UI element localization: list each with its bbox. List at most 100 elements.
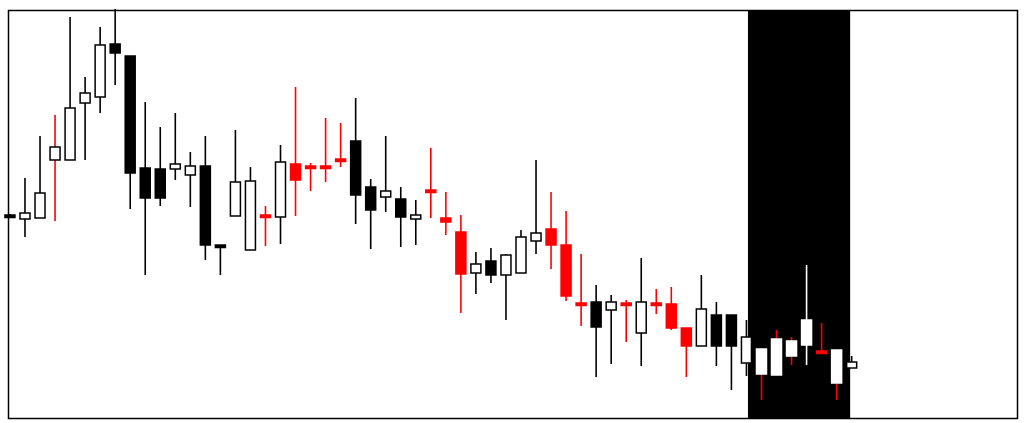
- candle-body: [349, 140, 362, 196]
- candle: [740, 320, 753, 376]
- candle-body: [650, 302, 663, 307]
- candle: [575, 254, 587, 326]
- candle: [379, 136, 392, 212]
- candle: [184, 152, 197, 207]
- candle-body: [785, 340, 798, 357]
- candle-body: [695, 308, 708, 347]
- candle-body: [500, 254, 512, 276]
- candle: [49, 115, 61, 221]
- candle: [500, 254, 512, 320]
- candle-body: [199, 165, 212, 246]
- candle: [4, 214, 16, 219]
- candle-body: [364, 186, 377, 211]
- candle: [635, 258, 647, 366]
- candle-body: [590, 301, 602, 328]
- candle-body: [485, 260, 497, 276]
- candle: [169, 113, 182, 180]
- candle: [349, 98, 362, 224]
- candle-body: [710, 314, 723, 347]
- candle-body: [19, 212, 31, 220]
- candle-body: [169, 163, 182, 170]
- candle-body: [94, 44, 106, 98]
- candle: [710, 302, 723, 366]
- candle-body: [635, 301, 647, 334]
- candle: [470, 252, 482, 294]
- candle: [229, 130, 242, 217]
- candle: [455, 215, 467, 313]
- candle: [590, 285, 602, 377]
- candle: [274, 145, 287, 244]
- candle-body: [214, 244, 227, 249]
- candle-body: [289, 163, 302, 181]
- candle: [725, 314, 738, 390]
- candle: [560, 211, 572, 301]
- candle: [845, 356, 858, 369]
- candles-layer: [4, 9, 858, 400]
- candle: [319, 118, 332, 182]
- candle-body: [334, 158, 347, 163]
- candle: [19, 178, 31, 237]
- candle-body: [319, 165, 332, 170]
- candle: [545, 192, 557, 269]
- candle: [815, 323, 828, 355]
- candle-body: [410, 214, 422, 220]
- candle-body: [815, 350, 828, 355]
- candle-body: [560, 244, 572, 297]
- candle-body: [79, 92, 91, 104]
- candle: [214, 244, 227, 275]
- candle-body: [184, 165, 197, 176]
- candle-body: [755, 348, 768, 375]
- candle: [485, 248, 497, 283]
- candle-body: [515, 236, 527, 274]
- candle-body: [575, 302, 587, 307]
- candle: [244, 167, 257, 251]
- candle: [94, 27, 106, 113]
- candle: [289, 87, 302, 216]
- candle: [620, 300, 632, 342]
- candle: [199, 136, 212, 260]
- candle-body: [845, 361, 858, 369]
- candle-body: [34, 192, 46, 219]
- candle-body: [124, 55, 136, 174]
- candle-body: [440, 217, 452, 223]
- candle-body: [725, 314, 738, 347]
- candle-body: [830, 349, 843, 384]
- chart-frame: [7, 9, 1019, 420]
- candle-body: [229, 181, 242, 217]
- candle-body: [274, 161, 287, 218]
- candle: [680, 327, 693, 377]
- candle-body: [770, 338, 783, 376]
- candle-body: [470, 263, 482, 274]
- candle: [770, 330, 783, 376]
- candle-body: [154, 168, 167, 199]
- candle: [425, 148, 437, 218]
- candle: [755, 348, 768, 400]
- candle: [530, 160, 542, 254]
- candle-body: [455, 231, 467, 275]
- candle: [800, 265, 813, 365]
- candle-body: [800, 319, 813, 346]
- candle-body: [259, 214, 272, 219]
- candle-body: [304, 165, 317, 170]
- candle-body: [109, 43, 121, 54]
- candle: [394, 187, 407, 247]
- candle: [259, 206, 272, 246]
- candle: [515, 230, 527, 274]
- candle-body: [425, 189, 437, 194]
- candle: [605, 295, 617, 364]
- candle: [440, 192, 452, 235]
- candle-body: [605, 301, 617, 311]
- candle: [650, 289, 663, 314]
- candle-body: [379, 190, 392, 198]
- candle: [124, 55, 136, 209]
- candle-body: [740, 336, 753, 364]
- candle-body: [545, 228, 557, 246]
- candle: [785, 337, 798, 365]
- candle: [79, 77, 91, 160]
- candle-body: [665, 303, 678, 329]
- candle-body: [4, 214, 16, 219]
- candle: [109, 9, 121, 85]
- candle: [139, 102, 151, 275]
- candle: [64, 17, 76, 161]
